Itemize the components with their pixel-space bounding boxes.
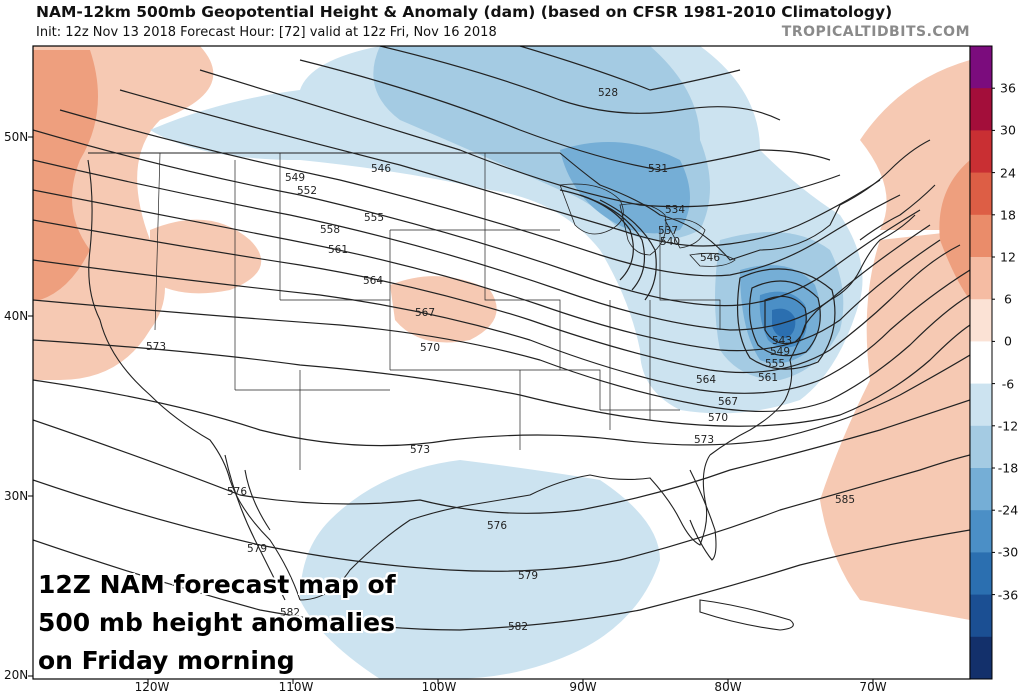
contour-label-4: 540 bbox=[660, 236, 680, 248]
contour-label-2: 534 bbox=[665, 204, 685, 216]
colorbar-segment-12 bbox=[970, 552, 992, 596]
pacific-coastline bbox=[87, 159, 301, 601]
colorbar bbox=[969, 45, 995, 680]
cuba-coastline bbox=[699, 599, 794, 631]
contour-label-9: 549 bbox=[770, 346, 790, 358]
contour-label-8: 549 bbox=[285, 172, 305, 184]
colorbar-segment-0 bbox=[970, 46, 992, 89]
contour-label-24: 573 bbox=[694, 434, 714, 446]
colorbar-segment-6 bbox=[970, 299, 992, 342]
map-subtitle: Init: 12z Nov 13 2018 Forecast Hour: [72… bbox=[36, 25, 497, 40]
positive-anomaly-west-core bbox=[33, 50, 98, 300]
contour-label-0: 528 bbox=[598, 87, 618, 99]
contour-labels: 5285315345375405435465465495495525555555… bbox=[146, 87, 855, 633]
colorbar-segment-8 bbox=[970, 383, 992, 427]
colorbar-tick-7: -6 bbox=[1001, 376, 1015, 392]
height-contours bbox=[33, 46, 970, 631]
contour-label-30: 582 bbox=[508, 621, 528, 633]
colorbar-tick-3: 18 bbox=[1000, 207, 1016, 223]
lon-label-90w: 90W bbox=[569, 680, 597, 694]
lon-label-80w: 80W bbox=[714, 680, 742, 694]
contour-label-20: 570 bbox=[420, 342, 440, 354]
caption-line-1: 12Z NAM forecast map of bbox=[38, 570, 396, 599]
contour-label-29: 582 bbox=[280, 607, 300, 619]
colorbar-segment-13 bbox=[970, 594, 992, 638]
lon-label-120w: 120W bbox=[134, 680, 170, 694]
colorbar-tick-12: -36 bbox=[997, 587, 1019, 603]
contour-label-19: 567 bbox=[718, 396, 738, 408]
colorbar-tick-10: -24 bbox=[997, 502, 1019, 518]
baja-coastline bbox=[224, 454, 286, 601]
negative-anomaly-lakes-core bbox=[560, 142, 690, 234]
gulf-coastline bbox=[299, 454, 711, 601]
colorbar-segment-11 bbox=[970, 510, 992, 553]
lat-label-20n: 20N bbox=[4, 668, 29, 682]
negative-anomaly-gulf bbox=[300, 460, 660, 679]
colorbar-tick-5: 6 bbox=[1004, 291, 1012, 307]
colorbar-segment-4 bbox=[970, 214, 992, 258]
contour-label-21: 570 bbox=[708, 412, 728, 424]
geographic-boundaries bbox=[87, 139, 936, 631]
colorbar-segment-2 bbox=[970, 130, 992, 174]
contour-label-28: 579 bbox=[518, 570, 538, 582]
colorbar-tick-8: -12 bbox=[997, 418, 1019, 434]
anomaly-fill bbox=[33, 46, 970, 679]
contour-label-7: 546 bbox=[700, 252, 720, 264]
contour-label-23: 573 bbox=[410, 444, 430, 456]
colorbar-tick-2: 24 bbox=[1000, 165, 1016, 181]
maritime-coastline bbox=[839, 139, 936, 241]
positive-anomaly-interior bbox=[150, 219, 262, 294]
contour-label-22: 573 bbox=[146, 341, 166, 353]
contour-label-11: 555 bbox=[364, 212, 384, 224]
axis-ticks bbox=[28, 136, 874, 684]
positive-anomaly-atlantic-core bbox=[939, 160, 970, 300]
contour-label-25: 576 bbox=[227, 486, 247, 498]
contour-label-17: 564 bbox=[696, 374, 716, 386]
colorbar-segment-1 bbox=[970, 88, 992, 131]
contour-label-18: 567 bbox=[415, 307, 435, 319]
lon-label-70w: 70W bbox=[859, 680, 887, 694]
contour-label-31: 585 bbox=[835, 494, 855, 506]
positive-anomaly-plains bbox=[390, 276, 497, 343]
contour-label-26: 576 bbox=[487, 520, 507, 532]
contour-label-12: 555 bbox=[765, 358, 785, 370]
positive-anomaly-east bbox=[860, 60, 970, 230]
colorbar-frame bbox=[969, 45, 993, 680]
lon-label-100w: 100W bbox=[421, 680, 457, 694]
contour-label-27: 579 bbox=[247, 543, 267, 555]
lat-label-30n: 30N bbox=[4, 489, 29, 503]
colorbar-tick-11: -30 bbox=[997, 544, 1019, 560]
map-title: NAM-12km 500mb Geopotential Height & Ano… bbox=[36, 3, 893, 21]
contour-label-14: 561 bbox=[328, 244, 348, 256]
contour-label-10: 552 bbox=[297, 185, 317, 197]
contour-label-3: 537 bbox=[658, 225, 678, 237]
caption-line-3: on Friday morning bbox=[38, 646, 295, 675]
contour-label-16: 564 bbox=[363, 275, 383, 287]
colorbar-segment-5 bbox=[970, 257, 992, 300]
contour-label-1: 531 bbox=[648, 163, 668, 175]
contour-label-15: 561 bbox=[758, 372, 778, 384]
colorbar-segment-9 bbox=[970, 425, 992, 469]
colorbar-tick-0: 36 bbox=[1000, 80, 1016, 96]
brand-watermark: TROPICALTIDBITS.COM bbox=[781, 24, 970, 40]
caption-overlay: 12Z NAM forecast map of 500 mb height an… bbox=[38, 566, 396, 680]
lon-label-110w: 110W bbox=[278, 680, 314, 694]
caption-line-2: 500 mb height anomalies bbox=[38, 608, 395, 637]
colorbar-tick-6: 0 bbox=[1004, 333, 1012, 349]
colorbar-tick-4: 12 bbox=[1000, 249, 1016, 265]
us-canada-border bbox=[88, 152, 841, 261]
colorbar-segment-10 bbox=[970, 468, 992, 511]
lat-label-50n: 50N bbox=[4, 130, 29, 144]
colorbar-tick-9: -18 bbox=[997, 460, 1019, 476]
colorbar-segment-14 bbox=[970, 636, 992, 680]
contour-label-13: 558 bbox=[320, 224, 340, 236]
lat-label-40n: 40N bbox=[4, 309, 29, 323]
colorbar-segment-7 bbox=[970, 341, 992, 385]
colorbar-tick-1: 30 bbox=[1000, 122, 1016, 138]
florida-peninsula bbox=[689, 469, 717, 561]
contour-label-5: 543 bbox=[772, 335, 792, 347]
colorbar-segment-3 bbox=[970, 172, 992, 216]
contour-label-6: 546 bbox=[371, 163, 391, 175]
